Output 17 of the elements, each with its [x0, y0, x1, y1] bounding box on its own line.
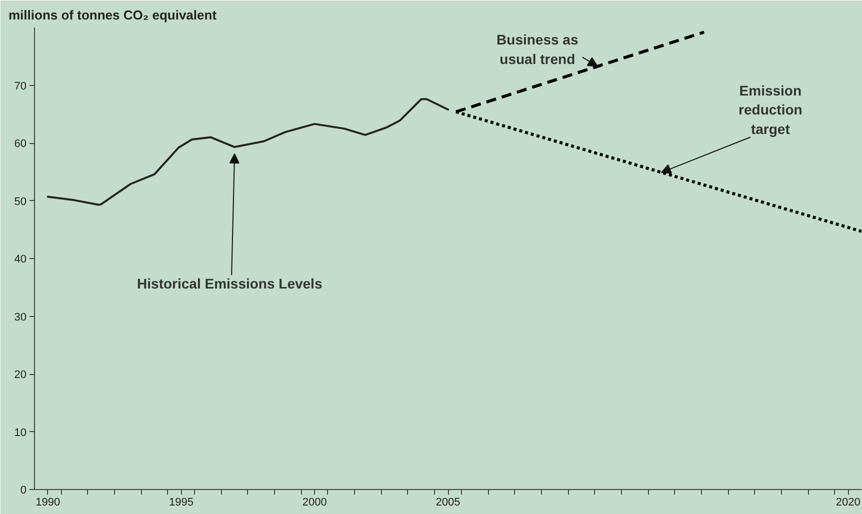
- y-tick-label: 20: [14, 369, 27, 381]
- y-tick-label: 40: [14, 254, 27, 266]
- x-tick-label: 2005: [436, 496, 460, 508]
- y-tick-label: 0: [20, 484, 27, 496]
- x-tick-label: 1990: [36, 496, 60, 508]
- x-tick-label: 2020: [836, 496, 860, 508]
- annotation: Historical Emissions Levels: [137, 275, 322, 292]
- y-tick-label: 30: [14, 311, 27, 324]
- y-tick-label: 50: [14, 196, 27, 208]
- annotation: Emission reduction target: [738, 82, 802, 137]
- x-tick-label: 1995: [168, 496, 194, 508]
- x-tick-label: 2000: [302, 496, 327, 508]
- y-tick-label: 60: [14, 138, 27, 150]
- y-tick-label: 70: [14, 80, 27, 92]
- annotation: Business as usual trend: [496, 32, 578, 67]
- y-tick-label: 10: [14, 426, 27, 439]
- chart-title: millions of tonnes CO₂ equivalent: [8, 8, 218, 22]
